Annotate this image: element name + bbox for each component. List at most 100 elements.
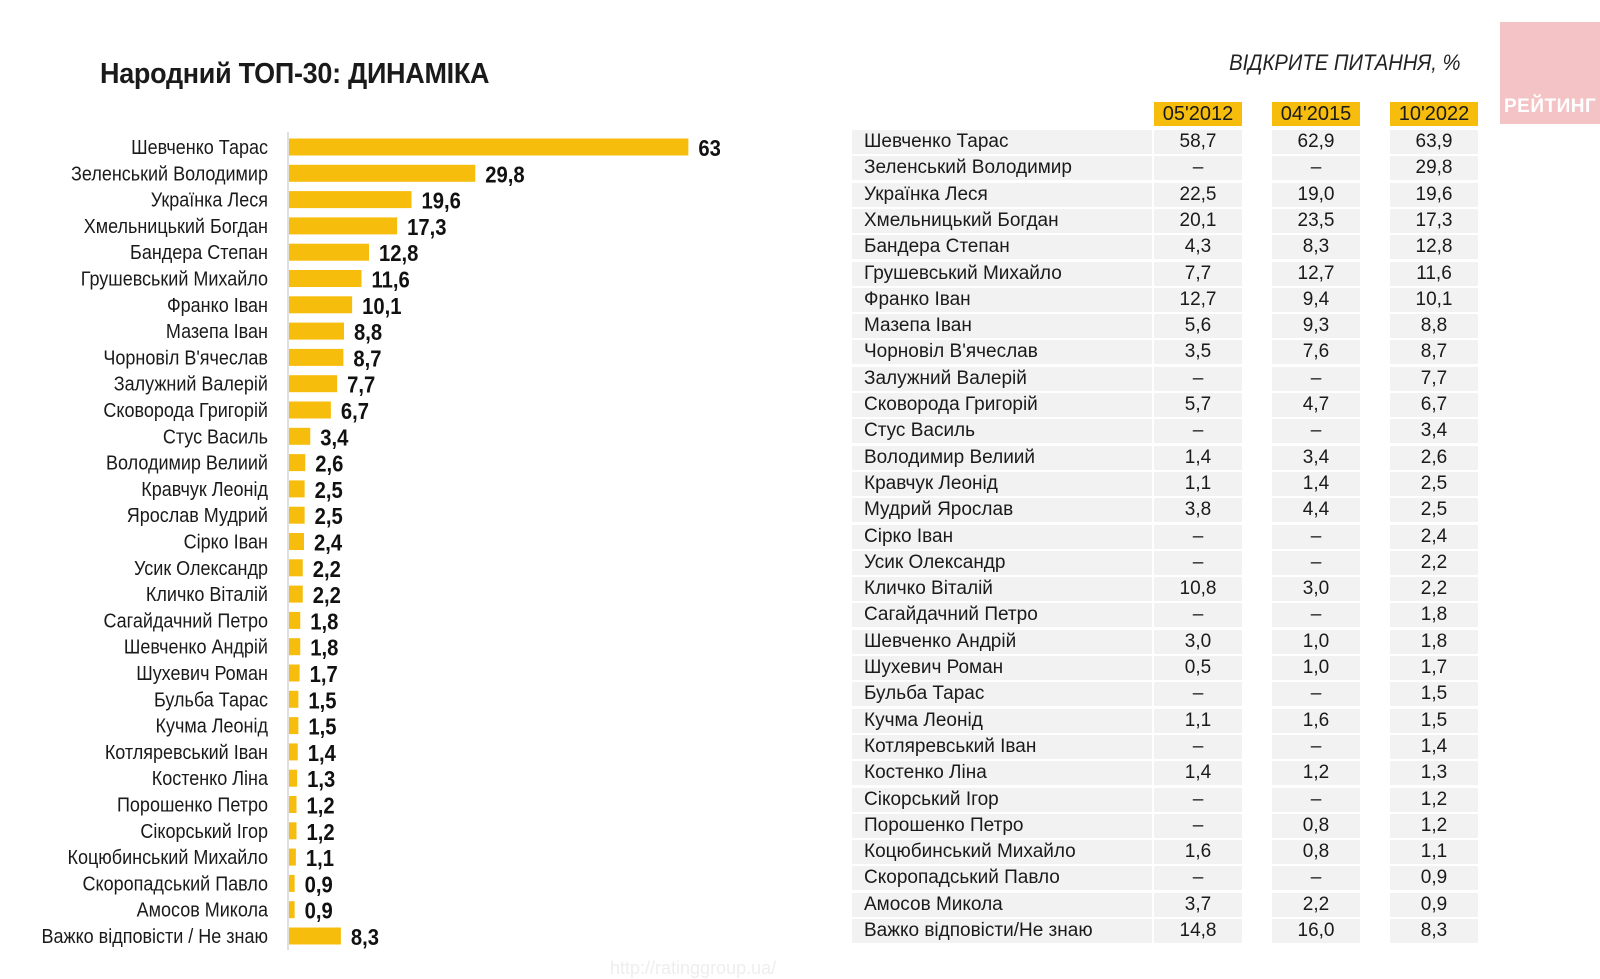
data-label: 2,2 — [313, 582, 341, 609]
table-cell-2012: 3,0 — [1154, 629, 1242, 654]
table-cell-2012: – — [1154, 550, 1242, 575]
table-cell-2012: 1,4 — [1154, 445, 1242, 470]
data-label: 11,6 — [372, 266, 410, 293]
table-cell-2015: 9,4 — [1272, 287, 1360, 312]
table-cell-2015: 12,7 — [1272, 261, 1360, 286]
data-label: 1,8 — [310, 634, 338, 661]
bar — [289, 927, 341, 945]
table-cell-name: Українка Леся — [852, 182, 1152, 207]
table-cell-2015: 1,4 — [1272, 471, 1360, 496]
bar — [289, 427, 311, 445]
table-cell-name: Володимир Велиий — [852, 445, 1152, 470]
bar — [289, 375, 338, 393]
data-label: 6,7 — [341, 398, 369, 425]
bar — [289, 874, 295, 892]
table-cell-2022: 1,7 — [1390, 656, 1478, 680]
table-cell-name: Чорновіл В'ячеслав — [852, 340, 1152, 365]
category-label: Костенко Ліна — [152, 768, 269, 790]
data-label: 63,9 — [698, 135, 720, 162]
bar — [289, 270, 362, 287]
category-label: Хмельницький Богдан — [84, 216, 268, 238]
category-label: Українка Леся — [151, 190, 268, 212]
bar — [289, 533, 304, 550]
data-label: 3,4 — [320, 424, 348, 451]
table-cell-2012: 12,7 — [1154, 287, 1242, 312]
table-cell-name: Шевченко Андрій — [852, 629, 1152, 654]
data-label: 7,7 — [347, 371, 375, 398]
table-cell-2012: 10,8 — [1154, 577, 1242, 602]
table-cell-2022: 17,3 — [1390, 208, 1478, 233]
table-cell-2022: 6,7 — [1390, 393, 1478, 417]
category-label: Бандера Степан — [130, 242, 268, 264]
category-label: Зеленський Володимир — [71, 163, 268, 185]
category-label: Шухевич Роман — [136, 663, 268, 685]
category-label: Сковорода Григорій — [103, 400, 268, 422]
data-label: 1,2 — [307, 792, 335, 819]
table-cell-2012: 1,1 — [1154, 708, 1242, 733]
table-cell-name: Порошенко Петро — [852, 813, 1152, 838]
data-label: 2,2 — [313, 556, 341, 583]
bar — [289, 480, 305, 498]
table-cell-2015: 19,0 — [1272, 182, 1360, 207]
bar — [289, 243, 369, 261]
table-header-2022: 10'2022 — [1390, 102, 1478, 126]
table-cell-2022: 1,1 — [1390, 840, 1478, 865]
table-cell-2015: – — [1272, 734, 1360, 759]
bar — [289, 401, 331, 419]
table-cell-name: Франко Іван — [852, 287, 1152, 312]
table-cell-name: Хмельницький Богдан — [852, 208, 1152, 233]
table-cell-2022: 1,8 — [1390, 603, 1478, 628]
table-cell-name: Шухевич Роман — [852, 656, 1152, 680]
table-cell-name: Важко відповісти/Не знаю — [852, 919, 1152, 943]
table-cell-2012: 7,7 — [1154, 261, 1242, 286]
bar — [289, 901, 295, 919]
bar — [289, 164, 476, 182]
table-cell-name: Зеленський Володимир — [852, 156, 1152, 181]
data-label: 8,8 — [354, 319, 382, 346]
table-cell-2012: – — [1154, 682, 1242, 707]
footer-watermark: http://ratinggroup.ua/ — [610, 958, 777, 978]
category-label: Важко відповісти / Не знаю — [42, 926, 268, 948]
table-cell-2015: 0,8 — [1272, 813, 1360, 838]
table-cell-2022: 2,2 — [1390, 577, 1478, 602]
table-cell-name: Кличко Віталій — [852, 577, 1152, 602]
table-cell-2015: – — [1272, 156, 1360, 181]
table-cell-name: Кравчук Леонід — [852, 471, 1152, 496]
category-label: Чорновіл В'ячеслав — [103, 348, 268, 370]
bar — [289, 296, 353, 314]
data-label: 2,5 — [315, 503, 343, 530]
data-label: 1,5 — [308, 713, 336, 740]
category-label: Кучма Леонід — [156, 716, 268, 738]
table-cell-2012: 22,5 — [1154, 182, 1242, 207]
data-label: 1,7 — [310, 661, 338, 688]
table-cell-2015: – — [1272, 366, 1360, 391]
table-cell-2012: – — [1154, 734, 1242, 759]
table-cell-2015: 8,3 — [1272, 235, 1360, 260]
data-label: 2,6 — [315, 450, 343, 477]
data-label: 0,9 — [305, 871, 333, 898]
category-label: Порошенко Петро — [117, 795, 268, 817]
table-cell-2015: 2,2 — [1272, 892, 1360, 917]
data-label: 2,5 — [315, 477, 343, 504]
table-cell-2022: 1,2 — [1390, 787, 1478, 812]
category-label: Шевченко Тарас — [131, 137, 268, 159]
data-label: 1,1 — [306, 845, 334, 872]
table-cell-name: Бандера Степан — [852, 235, 1152, 260]
table-cell-2012: 1,6 — [1154, 840, 1242, 865]
table-cell-2015: 62,9 — [1272, 130, 1360, 154]
table-cell-2012: 1,1 — [1154, 471, 1242, 496]
table-cell-2022: 1,8 — [1390, 629, 1478, 654]
category-label: Сірко Іван — [184, 532, 268, 554]
bar — [289, 638, 301, 656]
category-label: Мазепа Іван — [166, 321, 268, 343]
bar — [289, 822, 297, 840]
table-cell-2012: – — [1154, 419, 1242, 444]
table-cell-name: Шевченко Тарас — [852, 130, 1152, 154]
data-label: 1,5 — [308, 687, 336, 714]
table-cell-name: Сагайдачний Петро — [852, 603, 1152, 628]
table-cell-2015: 4,4 — [1272, 498, 1360, 523]
logo-text: РЕЙТИНГ — [1504, 96, 1597, 117]
category-label: Бульба Тарас — [154, 689, 268, 711]
table-cell-2022: 12,8 — [1390, 235, 1478, 260]
bar-chart: Шевченко Тарас 63,9 Зеленський Володимир 29… — [42, 132, 720, 950]
